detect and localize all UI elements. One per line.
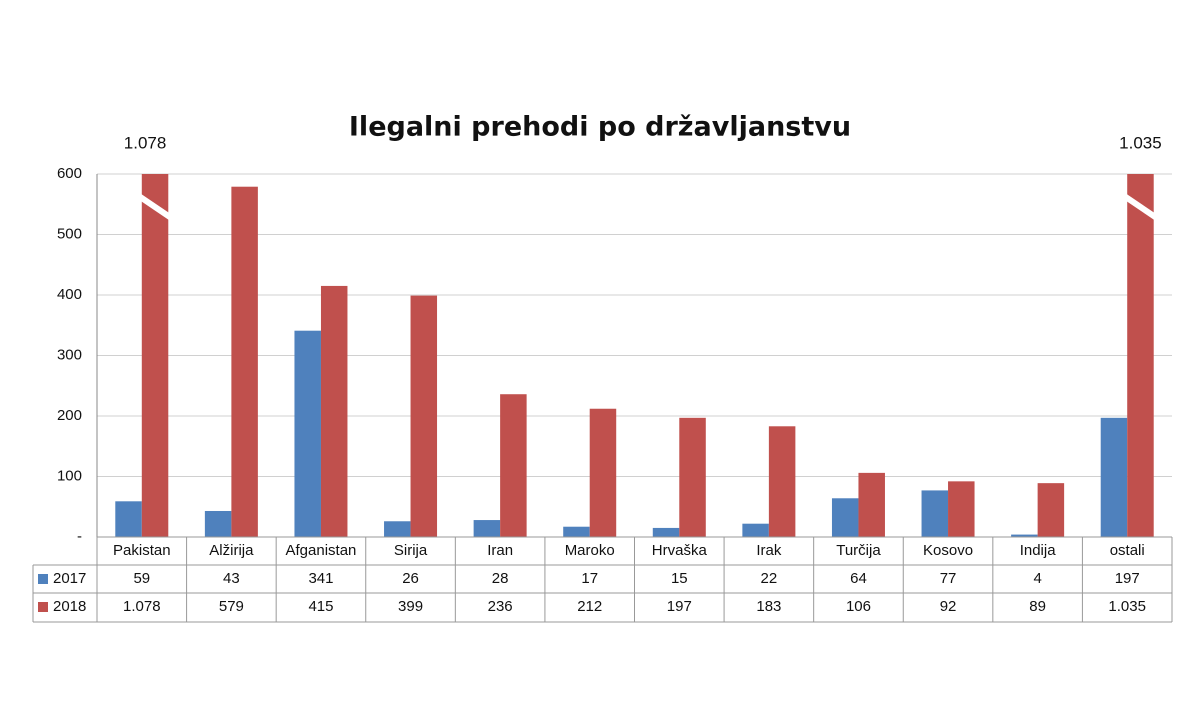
bar [1127,174,1154,537]
table-cell: 1.035 [1108,598,1146,615]
table-cell: 197 [667,598,692,615]
x-tick-label: Sirija [394,542,428,559]
y-tick-label: 500 [57,225,82,242]
axis-break [137,193,173,221]
bar [652,527,680,537]
y-tick-label: - [77,528,82,545]
legend-label: 2018 [53,598,86,615]
table-cell: 415 [308,598,333,615]
bar [294,330,321,537]
bar [410,295,438,537]
data-label: 1.078 [124,133,167,152]
table-cell: 26 [402,570,419,587]
bar [500,394,527,537]
bar [204,510,232,537]
table-cell: 28 [492,570,509,587]
bar [921,490,949,537]
y-tick-label: 300 [57,346,82,363]
x-tick-label: Indija [1020,542,1057,559]
bar [1100,417,1128,537]
chart-title: Ilegalni prehodi po državljanstvu [349,112,851,143]
bar [948,481,975,537]
table-cell: 89 [1029,598,1046,615]
x-tick-label: Afganistan [286,542,357,559]
bar [858,472,885,537]
table-cell: 212 [577,598,602,615]
table-cell: 43 [223,570,240,587]
x-tick-label: Hrvaška [652,542,708,559]
table-cell: 64 [850,570,867,587]
legend-swatch [38,602,48,612]
x-tick-label: ostali [1110,542,1145,559]
x-tick-label: Turčija [836,542,881,559]
table-cell: 1.078 [123,598,161,615]
bar [742,523,769,537]
table-cell: 59 [133,570,150,587]
x-tick-label: Pakistan [113,542,171,559]
table-cell: 77 [940,570,957,587]
plot-bars [115,174,1154,537]
axis-break [1122,193,1159,221]
data-label: 1.035 [1119,133,1162,152]
table-cell: 399 [398,598,423,615]
bar [1037,483,1065,537]
bar [589,408,617,537]
bar [679,417,706,537]
table-cell: 579 [219,598,244,615]
table-cell: 183 [756,598,781,615]
legend-label: 2017 [53,570,86,587]
y-tick-label: 200 [57,407,82,424]
table-cell: 236 [488,598,513,615]
bar [563,526,590,537]
table-cell: 92 [940,598,957,615]
x-tick-label: Iran [487,542,513,559]
x-tick-label: Maroko [565,542,615,559]
bar [768,426,796,537]
table-cell: 341 [308,570,333,587]
x-tick-label: Irak [756,542,782,559]
bar [141,174,169,537]
table-cell: 106 [846,598,871,615]
y-tick-label: 100 [57,467,82,484]
x-tick-label: Kosovo [923,542,973,559]
y-tick-label: 400 [57,286,82,303]
bar [1011,534,1038,537]
bar [115,501,142,537]
table-cell: 15 [671,570,688,587]
y-tick-label: 600 [57,165,82,182]
bar [384,521,411,537]
table-cell: 4 [1033,570,1041,587]
bar [320,285,348,537]
legend-swatch [38,574,48,584]
bar [831,498,859,537]
x-tick-label: Alžirija [209,542,254,559]
bar [473,520,501,537]
bar [231,186,258,537]
table-cell: 197 [1115,570,1140,587]
table-cell: 17 [581,570,598,587]
table-cell: 22 [761,570,778,587]
